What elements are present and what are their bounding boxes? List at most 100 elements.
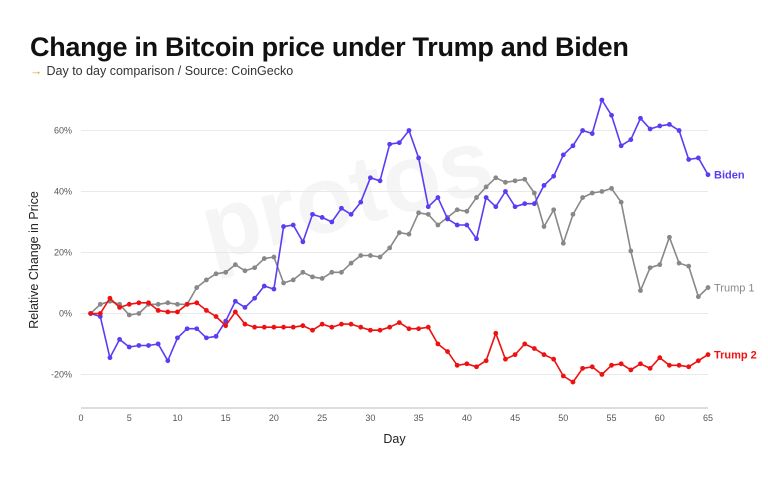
data-point-trump-2 [570, 379, 576, 385]
grid [81, 129, 708, 375]
x-tick-label: 65 [703, 413, 713, 423]
data-point-trump-2 [705, 352, 711, 358]
data-point-trump-1 [580, 195, 585, 200]
x-tick-label: 45 [510, 413, 520, 423]
data-point-trump-2 [348, 321, 354, 327]
data-point-biden [348, 211, 354, 217]
data-point-trump-1 [522, 176, 528, 182]
data-point-biden [329, 219, 335, 225]
data-point-trump-1 [618, 199, 624, 205]
data-point-biden [570, 143, 576, 149]
data-point-trump-2 [657, 355, 663, 361]
series-labels: Trump 1 Biden Trump 2 [714, 170, 757, 362]
data-point-biden [609, 112, 614, 118]
data-point-trump-1 [541, 224, 547, 229]
data-point-trump-1 [252, 265, 258, 271]
data-point-biden [416, 155, 422, 161]
x-tick-label: 40 [462, 413, 472, 423]
data-point-biden [551, 173, 557, 179]
data-point-trump-1 [310, 274, 315, 280]
data-point-trump-2 [261, 324, 267, 330]
x-axis-ticks: 0 5 10 15 20 25 30 35 40 45 50 55 60 65 [78, 413, 713, 423]
data-point-biden [184, 326, 190, 332]
data-point-biden [695, 155, 701, 161]
data-point-trump-2 [493, 330, 499, 336]
data-point-trump-1 [136, 311, 142, 316]
data-point-biden [126, 344, 132, 350]
data-point-biden [676, 128, 682, 133]
data-point-trump-2 [560, 373, 566, 379]
chart-title: Change in Bitcoin price under Trump and … [30, 32, 629, 62]
data-point-biden [387, 141, 393, 147]
data-point-trump-1 [223, 269, 229, 275]
data-point-biden [435, 195, 441, 200]
data-point-trump-2 [310, 327, 315, 333]
data-point-trump-1 [464, 208, 470, 214]
data-point-trump-1 [97, 301, 103, 307]
data-point-biden [165, 358, 171, 364]
data-point-biden [146, 343, 151, 348]
data-point-trump-1 [657, 262, 663, 268]
y-tick-label: 20% [54, 247, 72, 257]
data-point-biden [445, 216, 450, 222]
data-point-trump-2 [339, 321, 344, 327]
data-point-biden [705, 172, 711, 178]
data-point-biden [319, 215, 325, 220]
data-point-trump-2 [445, 349, 450, 354]
data-point-trump-2 [387, 324, 393, 330]
data-point-trump-1 [695, 294, 701, 300]
data-point-biden [396, 140, 402, 146]
data-point-biden [560, 152, 566, 158]
data-point-trump-1 [290, 277, 296, 283]
data-point-trump-2 [522, 341, 528, 347]
data-point-trump-2 [647, 365, 653, 371]
y-tick-label: 0% [59, 308, 72, 318]
data-point-trump-1 [175, 301, 180, 307]
data-point-trump-1 [483, 184, 489, 190]
series-label-trump-2: Trump 2 [714, 350, 757, 362]
data-point-trump-2 [165, 309, 171, 315]
data-point-trump-1 [474, 195, 479, 200]
data-point-trump-1 [560, 240, 566, 246]
data-point-trump-2 [271, 324, 277, 330]
data-point-biden [512, 204, 518, 210]
data-point-trump-1 [599, 189, 605, 194]
data-point-trump-2 [107, 295, 113, 301]
x-tick-label: 60 [655, 413, 665, 423]
data-point-trump-2 [618, 361, 624, 367]
data-point-trump-1 [194, 285, 200, 290]
x-tick-label: 25 [317, 413, 327, 423]
data-point-biden [589, 131, 595, 136]
x-tick-label: 35 [414, 413, 424, 423]
data-point-trump-2 [503, 356, 508, 362]
data-point-biden [667, 121, 672, 127]
data-point-biden [425, 204, 431, 210]
data-point-trump-2 [232, 309, 238, 315]
data-point-trump-1 [454, 207, 460, 213]
data-point-biden [117, 336, 122, 342]
data-point-trump-1 [300, 269, 306, 275]
data-point-trump-1 [416, 210, 422, 216]
data-point-biden [204, 335, 209, 341]
data-point-trump-1 [367, 253, 373, 258]
data-point-biden [242, 304, 248, 310]
data-point-trump-1 [126, 312, 132, 318]
data-point-trump-2 [194, 300, 200, 306]
y-axis-ticks: -20% 0% 20% 40% 60% [51, 125, 72, 379]
x-tick-label: 55 [607, 413, 617, 423]
data-point-trump-1 [551, 207, 557, 213]
data-point-biden [271, 286, 277, 292]
data-point-biden [503, 189, 508, 194]
data-point-trump-1 [638, 288, 643, 293]
series-line-trump-1 [90, 177, 709, 316]
x-tick-label: 10 [172, 413, 182, 423]
data-point-trump-2 [281, 324, 286, 330]
chart-subtitle: → Day to day comparison / Source: CoinGec… [30, 64, 293, 78]
data-point-trump-2 [580, 365, 585, 371]
subtitle-text: Day to day comparison / Source: CoinGeck… [46, 64, 294, 78]
x-tick-label: 30 [365, 413, 375, 423]
data-point-biden [339, 205, 344, 211]
data-point-trump-2 [667, 362, 672, 368]
data-point-biden [647, 126, 653, 132]
data-point-biden [300, 239, 306, 245]
